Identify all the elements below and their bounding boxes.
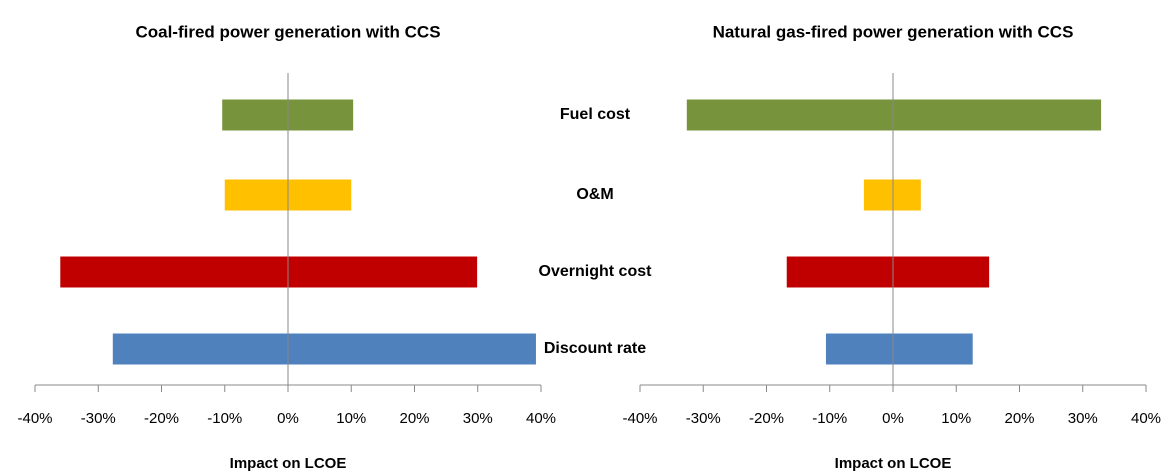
x-tick-label: 0% (882, 410, 904, 427)
bar (224, 179, 288, 211)
bar (288, 99, 354, 131)
x-tick-label: 20% (1004, 410, 1034, 427)
bar (288, 179, 352, 211)
x-tick-label: -30% (686, 410, 721, 427)
category-label: Discount rate (544, 340, 646, 357)
x-tick-label: 30% (1068, 410, 1098, 427)
category-label: Overnight cost (539, 263, 653, 280)
x-tick-label: 30% (463, 410, 493, 427)
x-tick-label: -20% (749, 410, 784, 427)
bar (893, 179, 921, 211)
x-tick-label: 10% (336, 410, 366, 427)
chart-title: Coal-fired power generation with CCS (135, 22, 440, 41)
bar (60, 256, 288, 288)
bar (686, 99, 893, 131)
x-tick-label: 40% (526, 410, 556, 427)
x-tick-label: -10% (207, 410, 242, 427)
x-tick-label: 20% (399, 410, 429, 427)
x-tick-label: 40% (1131, 410, 1161, 427)
x-tick-label: -10% (812, 410, 847, 427)
bar (786, 256, 893, 288)
bar (222, 99, 288, 131)
chart-title: Natural gas-fired power generation with … (713, 22, 1074, 41)
bar (863, 179, 893, 211)
bar (825, 333, 893, 365)
axis-title: Impact on LCOE (230, 455, 347, 472)
x-tick-label: -30% (81, 410, 116, 427)
bar (288, 256, 478, 288)
bar (893, 256, 990, 288)
category-label: Fuel cost (560, 106, 631, 123)
bar (893, 333, 973, 365)
bar (288, 333, 536, 365)
x-tick-label: -40% (622, 410, 657, 427)
x-tick-label: -40% (17, 410, 52, 427)
bar (893, 99, 1102, 131)
axis-title: Impact on LCOE (835, 455, 952, 472)
x-tick-label: 0% (277, 410, 299, 427)
category-label: O&M (576, 186, 613, 203)
bar (112, 333, 288, 365)
x-tick-label: -20% (144, 410, 179, 427)
x-tick-label: 10% (941, 410, 971, 427)
